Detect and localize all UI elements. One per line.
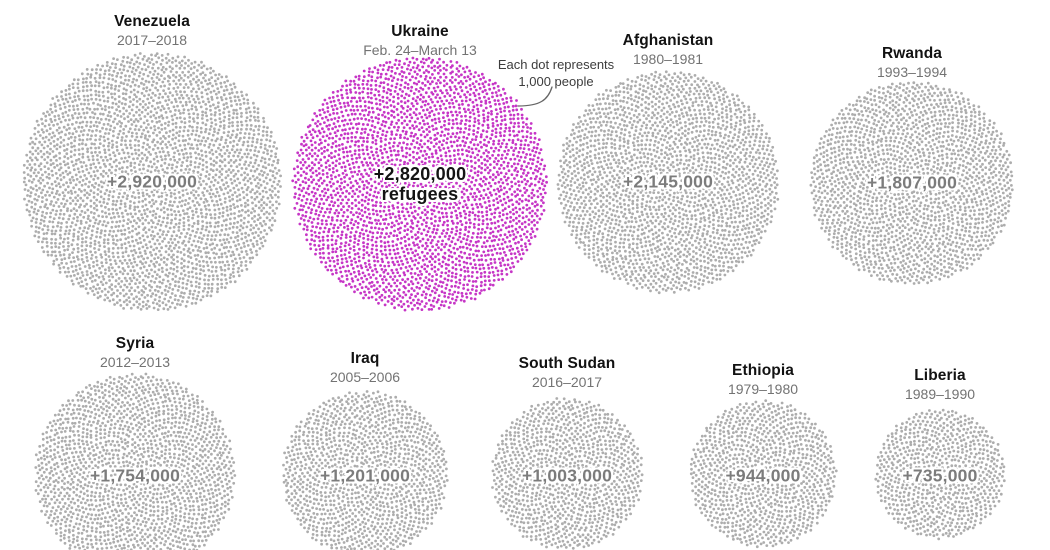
country-name: Venezuela: [114, 13, 190, 30]
value-label-rwanda: +1,807,000: [866, 172, 958, 193]
dot-cluster-syria: [34, 372, 237, 550]
dot-cluster-iraq: [282, 390, 449, 550]
value-label-liberia: +735,000: [902, 465, 978, 486]
country-name: Rwanda: [881, 45, 943, 62]
value-label-south-sudan: +1,003,000: [521, 465, 613, 486]
country-period: Feb. 24–March 13: [363, 42, 477, 58]
country-name: Ethiopia: [732, 362, 794, 379]
country-label-ukraine: Ukraine Feb. 24–March 13: [363, 22, 477, 59]
country-period: 1993–1994: [876, 64, 948, 80]
country-name: South Sudan: [518, 355, 616, 372]
value-label-iraq: +1,201,000: [319, 465, 411, 486]
country-period: 1980–1981: [632, 51, 704, 67]
value-label-syria: +1,754,000: [89, 465, 181, 486]
country-name: Ukraine: [391, 23, 449, 40]
dot-cluster-ethiopia: [689, 399, 838, 549]
country-name: Afghanistan: [622, 32, 714, 49]
country-label-ethiopia: Ethiopia 1979–1980: [728, 361, 798, 398]
country-label-syria: Syria 2012–2013: [100, 334, 170, 371]
dot-cluster-rwanda: [809, 81, 1014, 285]
country-label-rwanda: Rwanda 1993–1994: [877, 44, 947, 81]
country-period: 1989–1990: [904, 386, 976, 402]
dot-cluster-venezuela: [22, 52, 283, 311]
country-name: Liberia: [914, 367, 966, 384]
annotation-connector-line: [517, 86, 553, 107]
country-period: 2012–2013: [99, 354, 171, 370]
value-label-ethiopia: +944,000: [725, 465, 801, 486]
country-label-iraq: Iraq 2005–2006: [330, 349, 400, 386]
country-label-south-sudan: South Sudan 2016–2017: [519, 354, 616, 391]
country-period: 2017–2018: [116, 32, 188, 48]
value-label-venezuela: +2,920,000: [106, 171, 198, 192]
country-label-afghanistan: Afghanistan 1980–1981: [623, 31, 714, 68]
country-label-liberia: Liberia 1989–1990: [905, 366, 975, 403]
dot-cluster-liberia: [874, 408, 1006, 541]
dot-cluster-ukraine: [291, 56, 548, 312]
dot-cluster-afghanistan: [556, 70, 780, 295]
country-label-venezuela: Venezuela 2017–2018: [114, 12, 190, 49]
country-period: 2005–2006: [329, 369, 401, 385]
country-period: 2016–2017: [531, 374, 603, 390]
value-label-afghanistan: +2,145,000: [622, 171, 714, 192]
dot-legend-annotation: Each dot represents 1,000 people: [497, 57, 615, 89]
country-name: Iraq: [350, 350, 380, 367]
country-name: Syria: [115, 335, 155, 352]
country-period: 1979–1980: [727, 381, 799, 397]
value-label-ukraine: +2,820,000 refugees: [373, 164, 467, 204]
dot-cluster-south-sudan: [491, 397, 644, 550]
